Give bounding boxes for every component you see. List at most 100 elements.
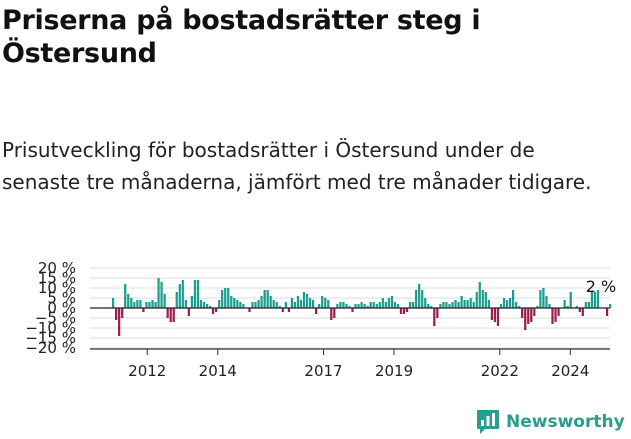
chart-subtitle: Prisutveckling för bostadsrätter i Öster…: [2, 138, 592, 194]
bar: [481, 290, 484, 308]
bar: [484, 292, 487, 308]
bar: [242, 304, 245, 308]
bar: [387, 298, 390, 308]
x-axis-ticks: 2012 2014 2017 2019 2022 2024: [128, 349, 589, 380]
bar: [539, 290, 542, 308]
bar: [454, 300, 457, 308]
bar: [463, 300, 466, 308]
bar: [157, 278, 160, 308]
bar: [127, 294, 130, 308]
bar: [554, 308, 557, 322]
bar: [160, 282, 163, 308]
bar: [224, 288, 227, 308]
bar: [299, 300, 303, 308]
bar: [530, 308, 533, 322]
bar: [345, 304, 348, 308]
bar: [369, 302, 372, 308]
bar: [533, 308, 536, 316]
bar: [360, 302, 363, 308]
bar: [536, 306, 539, 308]
bar: [308, 298, 312, 308]
bar: [608, 304, 612, 308]
bar: [302, 292, 306, 308]
bar: [275, 302, 278, 308]
bar: [605, 308, 609, 316]
bar: [502, 298, 506, 308]
bar: [381, 298, 384, 308]
bar: [121, 308, 124, 318]
bar: [287, 308, 290, 312]
bar: [278, 306, 281, 308]
bar: [524, 308, 527, 330]
bar: [169, 308, 172, 322]
bar: [230, 296, 233, 308]
bar: [233, 298, 236, 308]
bar: [518, 306, 521, 308]
bar: [181, 280, 184, 308]
bar: [375, 304, 378, 308]
y-tick-label: −15 %: [25, 329, 76, 347]
bar: [466, 300, 469, 308]
bar: [145, 302, 148, 308]
bar: [357, 304, 360, 308]
bar: [430, 306, 433, 308]
bar: [448, 304, 451, 308]
bar: [436, 308, 439, 318]
bar: [208, 306, 212, 308]
bar: [378, 302, 381, 308]
bar: [321, 296, 324, 308]
bar: [327, 300, 330, 308]
bar: [575, 306, 578, 308]
bar: [118, 308, 121, 336]
bar: [439, 304, 442, 308]
bar: [187, 308, 190, 316]
y-axis-ticks: 20 %15 %10 %5 %0 %−5 %−10 %−15 %−20 %: [25, 259, 76, 357]
bar: [305, 294, 309, 308]
bar: [542, 288, 545, 308]
bar: [215, 308, 218, 312]
bar: [124, 284, 127, 308]
bar: [405, 308, 409, 312]
bar: [496, 308, 500, 326]
y-tick-label: −20 %: [25, 339, 76, 357]
page-title: Priserna på bostadsrätter steg i Östersu…: [2, 5, 481, 69]
bar: [390, 296, 394, 308]
bar: [342, 302, 345, 308]
bar: [130, 298, 133, 308]
y-tick-label: 10 %: [38, 279, 76, 297]
bar: [421, 290, 424, 308]
bar: [136, 300, 139, 308]
y-tick-label: −5 %: [35, 309, 76, 327]
bar: [442, 302, 445, 308]
bar: [424, 298, 427, 308]
x-tick-label: 2024: [551, 362, 589, 380]
newsworthy-logo: Newsworthy: [476, 408, 625, 436]
bar: [505, 300, 509, 308]
x-tick-label: 2014: [199, 362, 237, 380]
bar: [351, 308, 354, 312]
bar: [457, 302, 460, 308]
bar: [196, 280, 200, 308]
bar: [163, 294, 166, 308]
bars: [112, 278, 612, 336]
bar: [199, 300, 203, 308]
bar: [445, 302, 448, 308]
bar: [587, 302, 590, 308]
bar: [151, 300, 154, 308]
bar: [227, 288, 230, 308]
bar: [202, 302, 206, 308]
bar: [257, 300, 260, 308]
bar: [566, 306, 569, 308]
bar: [372, 302, 375, 308]
bar: [487, 300, 490, 308]
bar: [451, 302, 454, 308]
bar: [393, 302, 397, 308]
y-tick-label: 20 %: [38, 259, 76, 277]
bar: [396, 304, 400, 308]
bar: [175, 292, 178, 308]
bar: [133, 302, 136, 308]
bar: [251, 302, 254, 308]
bar: [581, 308, 584, 316]
bar: [218, 300, 221, 308]
y-tick-label: 15 %: [38, 269, 76, 287]
